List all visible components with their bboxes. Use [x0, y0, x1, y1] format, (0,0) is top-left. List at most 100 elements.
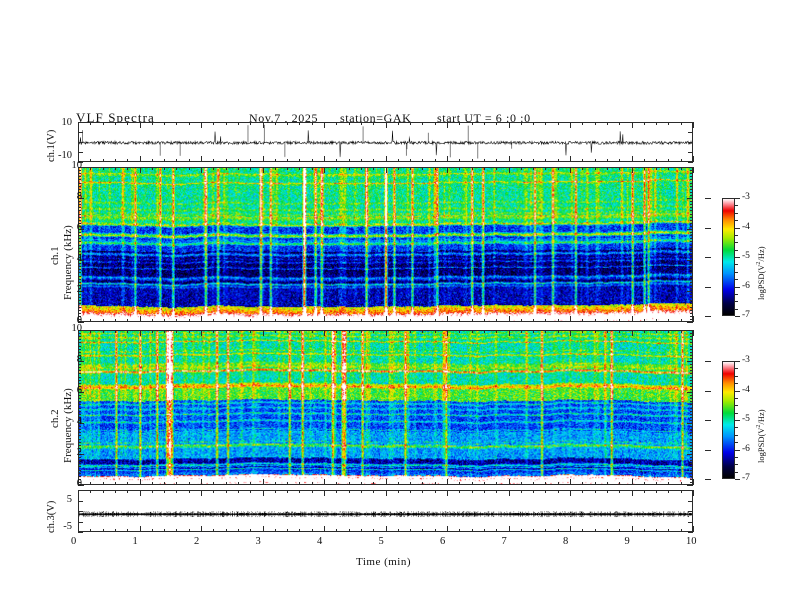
xtick-b-1-21 — [336, 319, 338, 322]
xtick-b-0-38 — [545, 159, 547, 162]
xtick-2-2 — [102, 330, 104, 333]
ch2-ytick-13 — [78, 444, 81, 446]
xtick-b-1-49 — [680, 319, 682, 322]
xtick-b-2-17 — [287, 482, 289, 485]
ch1-ytick-47 — [78, 176, 81, 178]
xtick-b-2-48 — [668, 482, 670, 485]
xtick-0-34 — [496, 122, 498, 125]
xtick-3-38 — [545, 490, 547, 493]
colorbar-ch2[interactable] — [722, 361, 735, 479]
xtick-b-3-10 — [201, 526, 202, 532]
ch1-ytick-30 — [78, 229, 84, 230]
xtick-2-21 — [336, 330, 338, 333]
xtick-b-2-21 — [336, 482, 338, 485]
colorbar-ch1-title-exponent: 2 — [756, 261, 763, 265]
ch1-ytick-r-48 — [690, 173, 693, 175]
xtick-b-0-25 — [385, 156, 387, 162]
xtick-2-34 — [496, 330, 498, 333]
ch1-timeseries-canvas — [79, 123, 692, 161]
xtick-0-2 — [102, 122, 104, 125]
ch2-ytick-0 — [78, 485, 84, 486]
colorbar-ch1-title-main: logPSD(V — [756, 264, 766, 300]
xtick-3-4 — [127, 490, 129, 493]
ch1-timeseries-plot[interactable] — [78, 122, 693, 162]
ch2-ytick-r-42 — [690, 354, 693, 356]
xtick-b-3-9 — [188, 529, 190, 532]
ch1ts-ytick-3 — [78, 152, 83, 153]
xtick-3-6 — [151, 490, 153, 493]
ch1-ytick-26 — [78, 241, 81, 243]
xtick-2-32 — [471, 330, 473, 333]
ch2-ytick-47 — [78, 339, 81, 341]
xtick-b-0-39 — [557, 159, 559, 162]
xtick-b-1-2 — [102, 319, 104, 322]
ch1-ytick-35 — [78, 213, 81, 215]
ch1-ytick-r-17 — [690, 269, 693, 271]
colorbar-ch1-gradient — [723, 199, 734, 315]
ch1-ytick-r-47 — [690, 176, 693, 178]
cb2-label--6: -6 — [742, 443, 750, 454]
xtick-1-8 — [176, 167, 178, 170]
ch2-ytick-32 — [78, 385, 81, 387]
colorbar-ch2-gradient — [723, 362, 734, 478]
ch2-ytick-r-6 — [690, 466, 693, 468]
xtick-b-0-17 — [287, 159, 289, 162]
xtick-b-1-15 — [262, 316, 264, 322]
ch2-ytick-18 — [78, 429, 81, 431]
xtick-b-2-45 — [631, 479, 633, 485]
xtick-b-2-38 — [545, 482, 547, 485]
ch1-ytick-r-21 — [690, 256, 693, 258]
xtick-b-1-24 — [373, 319, 375, 322]
xtick-b-0-47 — [656, 159, 658, 162]
ch2-ytick-r-34 — [690, 379, 693, 381]
ch1-ytick-0 — [78, 322, 84, 323]
xtick-b-2-24 — [373, 482, 375, 485]
xtick-0-15 — [262, 122, 264, 128]
xtick-b-1-38 — [545, 319, 547, 322]
xtick-b-2-44 — [619, 482, 621, 485]
xtick-b-1-25 — [385, 316, 387, 322]
colorbar-ch1[interactable] — [722, 198, 735, 316]
xtick-1-11 — [213, 167, 215, 170]
ch1-spectrogram-plot[interactable] — [78, 167, 693, 322]
xtick-2-3 — [114, 330, 116, 333]
xtick-b-2-32 — [471, 482, 473, 485]
ch1-ytick-r-2 — [690, 315, 693, 317]
ch2-ytick-r-35 — [690, 376, 693, 378]
xtick-b-2-9 — [188, 482, 190, 485]
xtick-b-0-43 — [606, 159, 608, 162]
ch1-ytick-r-29 — [690, 232, 693, 234]
ch3ts-ytick-r-4 — [688, 532, 693, 533]
cb1-label--4: -4 — [742, 221, 750, 232]
ch1-ytick-22 — [78, 253, 81, 255]
xtick-3-34 — [496, 490, 498, 493]
ch1-ytick-14 — [78, 278, 81, 280]
ch1-ytick-8 — [78, 297, 81, 299]
ch1-ytick-27 — [78, 238, 81, 240]
ch2-spectrogram-plot[interactable] — [78, 330, 693, 485]
xtick-1-38 — [545, 167, 547, 170]
xtick-b-0-33 — [483, 159, 485, 162]
xtick-2-1 — [90, 330, 92, 333]
xtick-1-0 — [78, 167, 79, 173]
ch2-freq-label-4: 4 — [76, 416, 82, 427]
xtick-b-3-44 — [619, 529, 621, 532]
xtick-b-2-29 — [434, 482, 436, 485]
ch2-ytick-6 — [78, 466, 81, 468]
ch2-ytick-r-7 — [690, 463, 693, 465]
xtick-b-3-17 — [287, 529, 289, 532]
xtick-b-2-37 — [533, 482, 535, 485]
xtick-0-7 — [164, 122, 166, 125]
xtick-0-46 — [643, 122, 645, 125]
xtick-3-13 — [237, 490, 239, 493]
xtick-b-2-36 — [520, 482, 522, 485]
xtick-1-24 — [373, 167, 375, 170]
ch2-ytick-r-9 — [690, 457, 693, 459]
xtick-0-37 — [533, 122, 535, 125]
xtick-3-36 — [520, 490, 522, 493]
xtick-b-3-18 — [299, 529, 301, 532]
xtick-b-3-12 — [225, 529, 227, 532]
cb1-label--3: -3 — [742, 192, 750, 202]
ch2-ytick-r-49 — [690, 333, 693, 335]
xtick-0-12 — [225, 122, 227, 125]
